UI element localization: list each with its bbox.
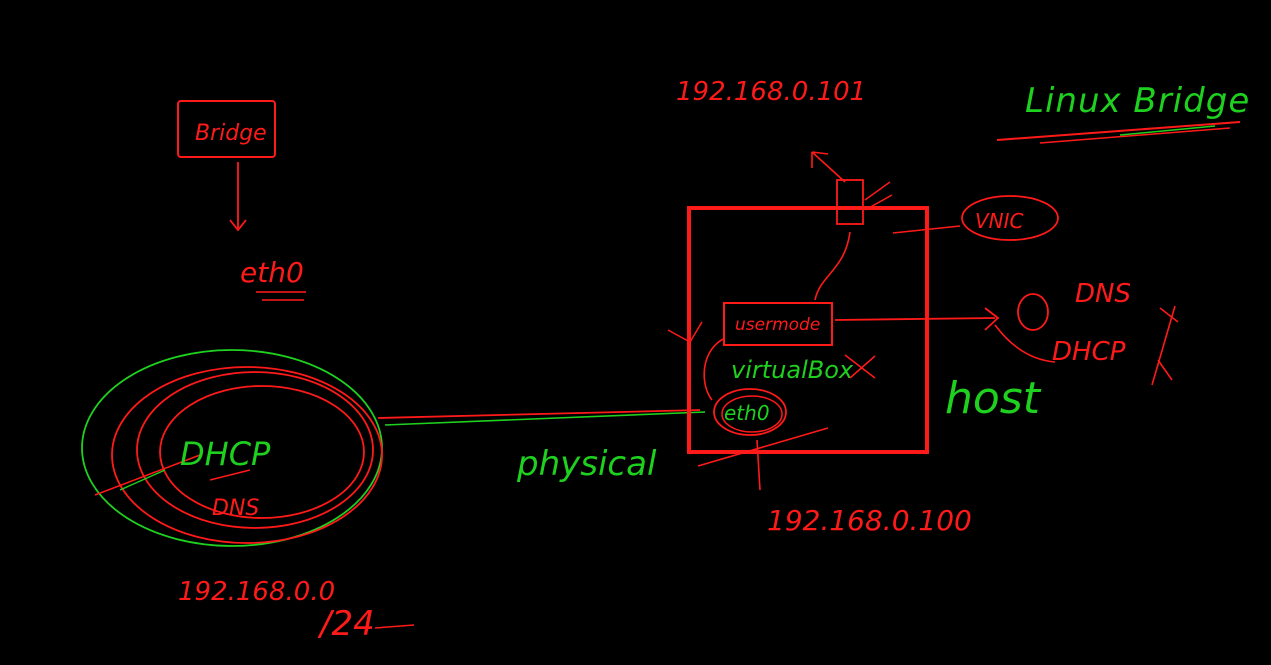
- dns-right-label: DNS: [1075, 279, 1131, 309]
- ip-host-label: 192.168.0.100: [767, 504, 972, 537]
- physical-label: physical: [516, 444, 657, 484]
- usermode-out-arrow: [834, 307, 1000, 331]
- vm-scribble: [864, 181, 893, 211]
- virtualbox-cross: [844, 354, 876, 379]
- bridge-down-arrow: [229, 162, 247, 232]
- host-label: host: [945, 373, 1042, 424]
- network-mask-tail: [374, 624, 415, 629]
- virtualbox-label: virtualBox: [731, 356, 854, 384]
- usermode-label: usermode: [735, 315, 820, 335]
- vnic-ellipse: [961, 195, 1059, 241]
- eth0-left-underline: [256, 291, 306, 301]
- network-circle-cross-green: [119, 469, 166, 491]
- network-circle-red-3: [159, 385, 365, 519]
- dhcp-left-label: DHCP: [180, 435, 271, 473]
- network-circle-cross: [94, 454, 201, 496]
- vnic-link: [892, 225, 961, 234]
- network-circle-red-1: [111, 366, 383, 544]
- eth0-to-usermode: [703, 337, 726, 401]
- bridge-box: [177, 100, 276, 158]
- dns-left-label: DNS: [212, 496, 259, 521]
- host-box: [687, 206, 929, 454]
- vnic-label: VNIC: [975, 209, 1024, 233]
- eth0-host-slash: [697, 427, 829, 467]
- physical-link-red: [377, 409, 701, 419]
- network-mask-label: /24: [317, 604, 375, 644]
- vm-up-arrow: [811, 151, 846, 183]
- dns-left-scribble: [209, 469, 251, 481]
- usermode-to-vm: [814, 231, 851, 301]
- physical-link-green: [384, 411, 706, 426]
- network-circle-red-2: [136, 371, 374, 529]
- vm-box: [836, 179, 864, 225]
- eth0-host-down: [756, 439, 761, 491]
- title-underline-red-2: [1039, 127, 1231, 144]
- eth0-host-ellipse: [713, 388, 787, 436]
- title-underline-red: [996, 121, 1241, 141]
- ip-vm-label: 192.168.0.101: [676, 77, 866, 107]
- title-linux-bridge: Linux Bridge: [1025, 81, 1250, 121]
- bridge-box-label: Bridge: [195, 121, 267, 146]
- usermode-tick: [667, 321, 703, 344]
- eth0-left-label: eth0: [240, 256, 304, 289]
- dhcp-right-label: DHCP: [1052, 337, 1126, 367]
- dns-dhcp-circle: [1017, 293, 1049, 331]
- usermode-box: [723, 302, 833, 346]
- title-underline-green: [1119, 125, 1216, 136]
- dhcp-right-cross: [1151, 305, 1179, 386]
- eth0-host-label: eth0: [724, 401, 770, 425]
- dhcp-right-curve: [994, 324, 1056, 363]
- eth0-host-ellipse-2: [721, 395, 783, 433]
- network-address-label: 192.168.0.0: [178, 577, 335, 607]
